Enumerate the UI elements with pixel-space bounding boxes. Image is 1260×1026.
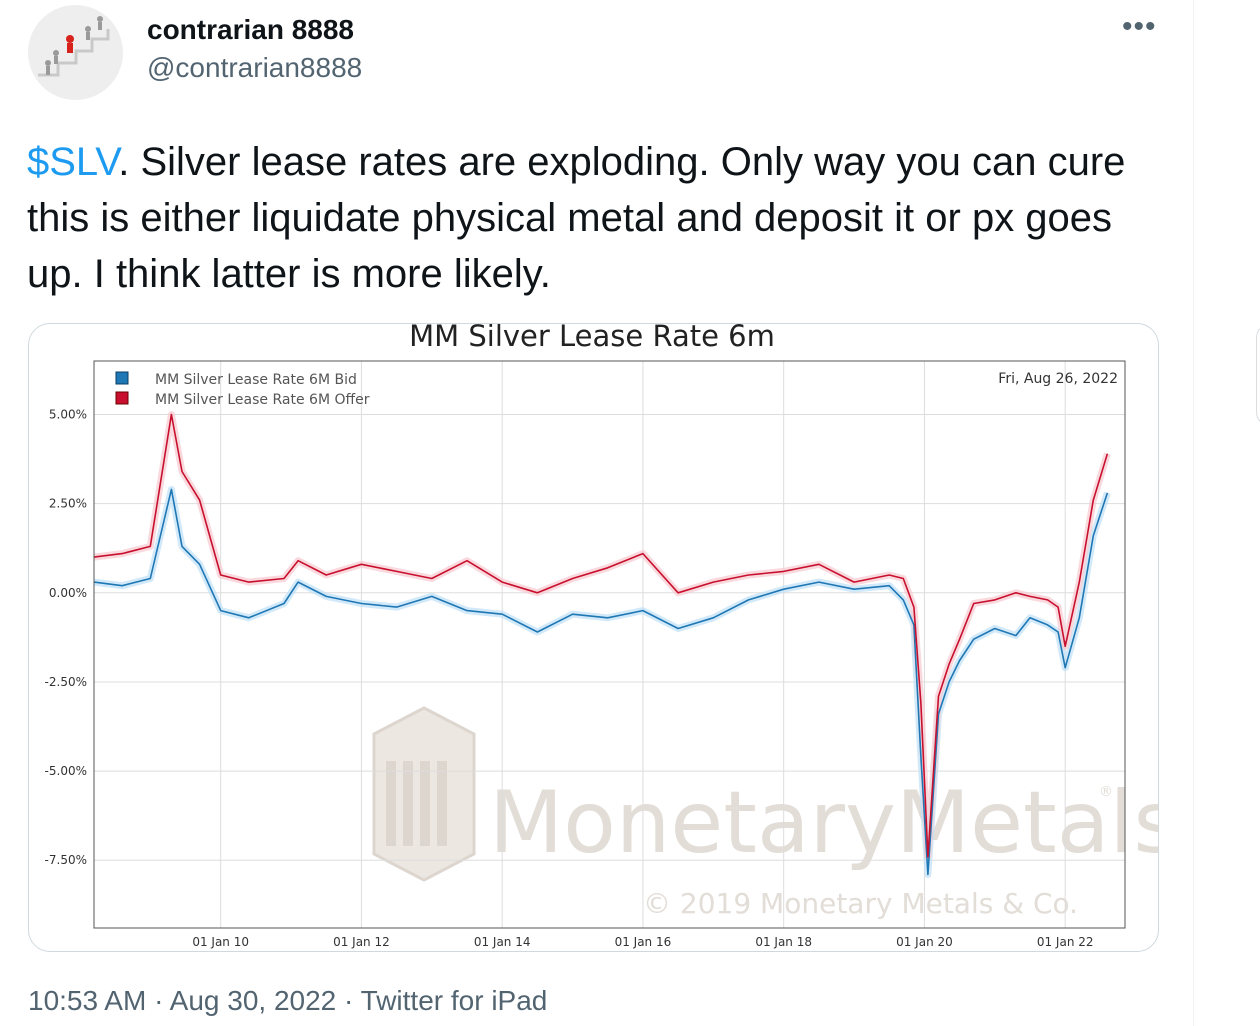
- y-tick-label: -2.50%: [45, 675, 87, 689]
- lease-rate-chart: MM Silver Lease Rate 6m MonetaryMetals ®…: [45, 324, 1158, 949]
- y-tick-label: 0.00%: [49, 586, 87, 600]
- watermark-text: MonetaryMetals: [489, 773, 1158, 873]
- x-tick-label: 01 Jan 10: [192, 935, 249, 949]
- monetary-metals-watermark: MonetaryMetals ® © 2019 Monetary Metals …: [372, 706, 1158, 920]
- x-tick-label: 01 Jan 14: [474, 935, 531, 949]
- tweet-date[interactable]: Aug 30, 2022: [169, 985, 337, 1016]
- chart-legend: MM Silver Lease Rate 6M Bid MM Silver Le…: [115, 371, 370, 408]
- y-tick-label: -5.00%: [45, 764, 87, 778]
- x-tick-label: 01 Jan 12: [333, 935, 390, 949]
- series-line-offer: [93, 413, 1109, 858]
- tweet-source[interactable]: Twitter for iPad: [360, 985, 548, 1016]
- x-tick-label: 01 Jan 18: [755, 935, 812, 949]
- x-tick-label: 01 Jan 16: [615, 935, 672, 949]
- cashtag-link[interactable]: $SLV: [27, 140, 119, 184]
- tweet-timestamp: 10:53 AM · Aug 30, 2022 · Twitter for iP…: [28, 985, 547, 1017]
- sidebar-card-edge: [1256, 324, 1260, 426]
- legend-label-offer: MM Silver Lease Rate 6M Offer: [155, 392, 370, 408]
- separator-dot: ·: [154, 985, 164, 1016]
- tweet-image[interactable]: MM Silver Lease Rate 6m MonetaryMetals ®…: [28, 323, 1159, 952]
- separator-dot: ·: [344, 985, 354, 1016]
- y-tick-label: 2.50%: [49, 497, 87, 511]
- tweet-body: . Silver lease rates are exploding. Only…: [27, 140, 1126, 296]
- chart-title: MM Silver Lease Rate 6m: [409, 324, 775, 353]
- watermark-registered: ®: [1099, 784, 1113, 800]
- column-divider: [1193, 0, 1194, 1026]
- legend-swatch-offer: [115, 391, 129, 405]
- x-tick-label: 01 Jan 20: [896, 935, 953, 949]
- legend-swatch-bid: [115, 371, 129, 385]
- tweet-time[interactable]: 10:53 AM: [28, 985, 147, 1016]
- stairs-figures-icon: [38, 16, 110, 77]
- x-tick-label: 01 Jan 22: [1037, 935, 1094, 949]
- chart-date-label: Fri, Aug 26, 2022: [998, 371, 1118, 387]
- author-name[interactable]: contrarian 8888: [147, 14, 354, 45]
- author-handle[interactable]: @contrarian8888: [147, 52, 363, 83]
- y-tick-label: -7.50%: [45, 853, 87, 867]
- legend-label-bid: MM Silver Lease Rate 6M Bid: [155, 372, 357, 388]
- avatar[interactable]: [28, 5, 123, 100]
- series-line-bid: [93, 488, 1109, 876]
- plot-frame: [93, 360, 1126, 929]
- tweet-text: $SLV. Silver lease rates are exploding. …: [27, 134, 1137, 302]
- more-dots-icon[interactable]: •••: [1122, 10, 1157, 43]
- copyright-text: © 2019 Monetary Metals & Co.: [643, 887, 1078, 920]
- y-tick-label: 5.00%: [49, 407, 87, 421]
